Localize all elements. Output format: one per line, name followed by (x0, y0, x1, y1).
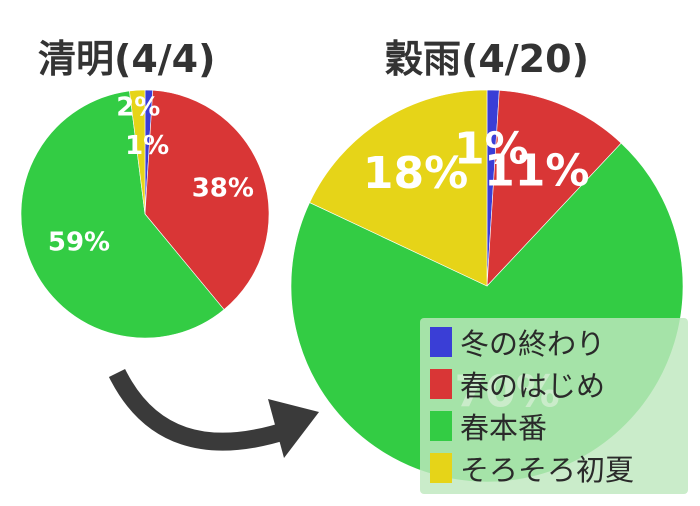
legend-item-winter-end: 冬の終わり (430, 322, 605, 362)
pie-value-label-winter-end: 1% (454, 123, 529, 174)
pie-value-label-early-summer: 18% (363, 148, 468, 199)
legend-swatch-early-summer (430, 453, 452, 483)
pie-slice-early-spring (486, 90, 622, 287)
pie-value-label-early-spring: 11% (484, 145, 589, 196)
legend-label: 春本番 (460, 411, 548, 445)
legend-item-early-spring: 春のはじめ (430, 364, 605, 404)
legend: 冬の終わり 春のはじめ 春本番 そろそろ初夏 (420, 318, 688, 494)
legend-swatch-winter-end (430, 327, 452, 357)
arrow-head (268, 399, 319, 458)
legend-swatch-full-spring (430, 411, 452, 441)
pie-value-label-early-summer: 2% (116, 93, 160, 123)
pie-chart-left: 1% 38% 59% 2% (20, 89, 270, 339)
chart-title-left: 清明(4/4) (38, 37, 216, 81)
pie-value-label-early-spring: 38% (192, 174, 254, 204)
chart-title-right: 穀雨(4/20) (385, 37, 589, 81)
legend-label: 春のはじめ (460, 369, 606, 403)
legend-item-full-spring: 春本番 (430, 406, 547, 446)
pie-value-label-full-spring: 59% (48, 228, 110, 258)
pie-value-label-winter-end: 1% (125, 131, 169, 161)
legend-item-early-summer: そろそろ初夏 (430, 448, 634, 488)
legend-label: 冬の終わり (460, 327, 606, 361)
legend-label: そろそろ初夏 (460, 453, 635, 487)
arrow-shaft (108, 368, 291, 451)
pie-slice-early-summer (129, 89, 146, 215)
legend-swatch-early-spring (430, 369, 452, 399)
transition-arrow (108, 368, 319, 458)
pie-slice-early-summer (309, 89, 488, 287)
pie-slice-full-spring (20, 90, 225, 339)
pie-slice-early-spring (144, 89, 270, 310)
